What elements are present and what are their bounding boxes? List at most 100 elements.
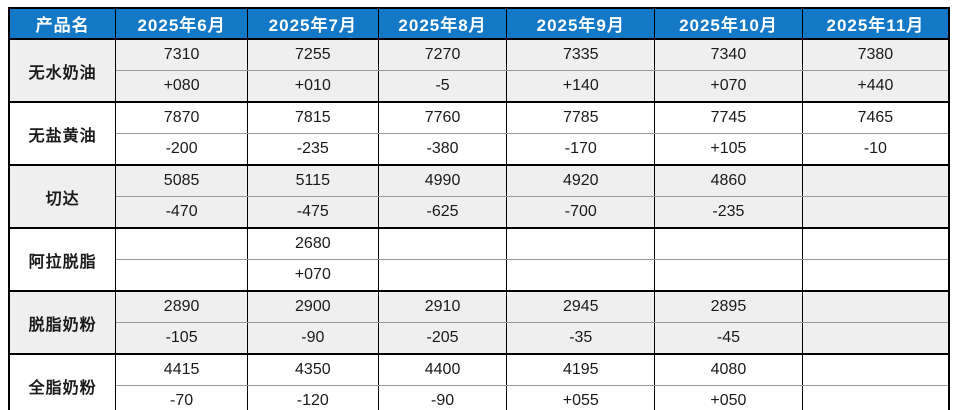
- price-cell: 4920: [506, 164, 656, 197]
- price-cell: 7745: [654, 101, 803, 134]
- month-col-header: 2025年7月: [246, 7, 379, 40]
- product-change-row: +080 +010 -5 +140 +070 +440: [9, 70, 950, 103]
- product-name-cell: 无盐黄油: [8, 101, 117, 166]
- price-cell: 7335: [506, 38, 656, 71]
- product-value-row: 切达 5085 5115 4990 4920 4860: [8, 164, 950, 229]
- price-cell: 7785: [506, 101, 656, 134]
- product-change-row: -470 -475 -625 -700 -235: [9, 196, 950, 229]
- price-cell: [801, 353, 950, 386]
- price-cell: 7310: [115, 38, 248, 71]
- price-cell: 4080: [654, 353, 803, 386]
- change-cell: [377, 259, 508, 292]
- price-cell: 4860: [654, 164, 803, 197]
- change-cell: -105: [115, 322, 248, 355]
- product-col-header: 产品名: [8, 7, 117, 40]
- change-cell: [801, 322, 950, 355]
- price-cell: 5085: [115, 164, 248, 197]
- price-cell: 7465: [801, 101, 950, 134]
- header-row: 产品名 2025年6月 2025年7月 2025年8月 2025年9月 2025年10月 2…: [8, 7, 950, 40]
- price-cell: 5115: [246, 164, 379, 197]
- price-cell: 7255: [246, 38, 379, 71]
- change-cell: -5: [377, 70, 508, 103]
- change-cell: -700: [506, 196, 656, 229]
- price-cell: [801, 227, 950, 260]
- change-cell: [115, 259, 248, 292]
- price-cell: 4415: [115, 353, 248, 386]
- price-cell: 7870: [115, 101, 248, 134]
- change-cell: [801, 259, 950, 292]
- change-cell: -200: [115, 133, 248, 166]
- change-cell: -90: [377, 385, 508, 410]
- price-cell: [654, 227, 803, 260]
- change-cell: -205: [377, 322, 508, 355]
- price-cell: 7760: [377, 101, 508, 134]
- month-col-header: 2025年9月: [506, 7, 656, 40]
- product-change-row: -105 -90 -205 -35 -45: [9, 322, 950, 355]
- change-cell: +440: [801, 70, 950, 103]
- change-cell: +070: [654, 70, 803, 103]
- product-value-row: 无水奶油 7310 7255 7270 7335 7340 7380: [8, 38, 950, 103]
- product-value-row: 脱脂奶粉 2890 2900 2910 2945 2895: [8, 290, 950, 355]
- price-cell: 4195: [506, 353, 656, 386]
- table-header: 产品名 2025年6月 2025年7月 2025年8月 2025年9月 2025年10月 2…: [8, 7, 950, 40]
- change-cell: [654, 259, 803, 292]
- price-cell: [506, 227, 656, 260]
- change-cell: +070: [246, 259, 379, 292]
- change-cell: [801, 196, 950, 229]
- month-col-header: 2025年11月: [801, 7, 950, 40]
- change-cell: -625: [377, 196, 508, 229]
- change-cell: +010: [246, 70, 379, 103]
- change-cell: -380: [377, 133, 508, 166]
- price-cell: 2895: [654, 290, 803, 323]
- price-cell: 7380: [801, 38, 950, 71]
- change-cell: -475: [246, 196, 379, 229]
- product-name-cell: 无水奶油: [8, 38, 117, 103]
- product-name-cell: 脱脂奶粉: [8, 290, 117, 355]
- change-cell: -235: [654, 196, 803, 229]
- price-cell: [377, 227, 508, 260]
- product-name-cell: 阿拉脱脂: [8, 227, 117, 292]
- change-cell: -35: [506, 322, 656, 355]
- price-cell: [801, 290, 950, 323]
- month-col-header: 2025年10月: [654, 7, 803, 40]
- price-cell: 4400: [377, 353, 508, 386]
- change-cell: +080: [115, 70, 248, 103]
- change-cell: -120: [246, 385, 379, 410]
- price-table-body: 无水奶油 7310 7255 7270 7335 7340 7380 +080 +010 -5 +1…: [8, 38, 950, 410]
- change-cell: -170: [506, 133, 656, 166]
- change-cell: -90: [246, 322, 379, 355]
- price-cell: [115, 227, 248, 260]
- product-name-cell: 全脂奶粉: [8, 353, 117, 410]
- product-change-row: +070: [9, 259, 950, 292]
- price-cell: 2900: [246, 290, 379, 323]
- price-cell: 4350: [246, 353, 379, 386]
- price-cell: 7815: [246, 101, 379, 134]
- change-cell: -70: [115, 385, 248, 410]
- price-cell: 2680: [246, 227, 379, 260]
- price-cell: 2890: [115, 290, 248, 323]
- dairy-price-table: 产品名 2025年6月 2025年7月 2025年8月 2025年9月 2025年10月 2…: [8, 7, 950, 410]
- change-cell: [801, 385, 950, 410]
- product-change-row: -200 -235 -380 -170 +105 -10: [9, 133, 950, 166]
- product-change-row: -70 -120 -90 +055 +050: [9, 385, 950, 410]
- change-cell: -45: [654, 322, 803, 355]
- month-col-header: 2025年6月: [115, 7, 248, 40]
- product-value-row: 全脂奶粉 4415 4350 4400 4195 4080: [8, 353, 950, 410]
- product-value-row: 无盐黄油 7870 7815 7760 7785 7745 7465: [8, 101, 950, 166]
- product-value-row: 阿拉脱脂 2680: [8, 227, 950, 292]
- change-cell: +105: [654, 133, 803, 166]
- change-cell: -235: [246, 133, 379, 166]
- change-cell: +140: [506, 70, 656, 103]
- price-cell: 2910: [377, 290, 508, 323]
- product-name-cell: 切达: [8, 164, 117, 229]
- month-col-header: 2025年8月: [377, 7, 508, 40]
- price-cell: [801, 164, 950, 197]
- change-cell: -10: [801, 133, 950, 166]
- price-cell: 4990: [377, 164, 508, 197]
- change-cell: +055: [506, 385, 656, 410]
- price-cell: 7270: [377, 38, 508, 71]
- price-cell: 7340: [654, 38, 803, 71]
- change-cell: -470: [115, 196, 248, 229]
- change-cell: [506, 259, 656, 292]
